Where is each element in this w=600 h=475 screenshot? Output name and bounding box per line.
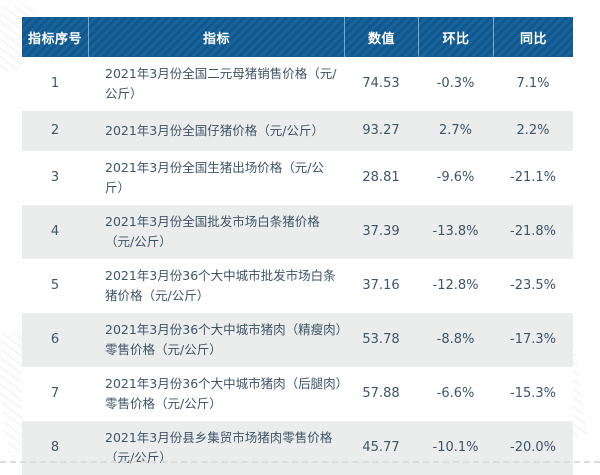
cell-seq: 6 (50, 332, 60, 347)
cell-yoy: -21.1% (510, 170, 556, 185)
cell-mom: 2.7% (438, 123, 473, 138)
cell-yoy: -15.3% (510, 386, 556, 401)
cell-indicator: 2021年3月份36个大中城市猪肉（精瘦肉）零售价格（元/公斤） (105, 322, 342, 357)
cell-seq: 8 (50, 440, 60, 455)
header-cell-value: 数值 (344, 17, 418, 57)
cell-mom: -12.8% (432, 278, 479, 293)
cell-yoy: 7.1% (516, 76, 550, 91)
cell-value: 53.78 (362, 332, 400, 347)
cell-indicator: 2021年3月份36个大中城市猪肉（后腿肉）零售价格（元/公斤） (105, 376, 342, 411)
price-indicator-table: 指标序号 指标 数值 环比 同比 1 2021年3月份全国二元母猪销售价格（元/… (22, 17, 573, 475)
cell-indicator: 2021年3月份全国二元母猪销售价格（元/公斤） (105, 66, 337, 101)
cell-yoy: -21.8% (510, 224, 556, 239)
cell-seq: 1 (50, 76, 60, 91)
header-cell-seq: 指标序号 (27, 31, 82, 47)
indicator-price-table-page: 指标序号 指标 数值 环比 同比 1 2021年3月份全国二元母猪销售价格（元/… (0, 3, 600, 475)
table-row: 8 2021年3月份县乡集贸市场猪肉零售价格（元/公斤） 45.77 -10.1… (22, 421, 573, 475)
table-row: 2 2021年3月份全国仔猪价格（元/公斤） 93.27 2.7% 2.2% (22, 111, 573, 151)
table-row: 3 2021年3月份全国生猪出场价格（元/公斤） 28.81 -9.6% -21… (22, 151, 573, 205)
header-cell-mom: 环比 (418, 17, 493, 57)
cell-value: 37.16 (362, 278, 400, 293)
table-row: 6 2021年3月份36个大中城市猪肉（精瘦肉）零售价格（元/公斤） 53.78… (22, 313, 573, 367)
cell-mom: -8.8% (436, 332, 475, 347)
cell-indicator: 2021年3月份全国仔猪价格（元/公斤） (105, 123, 324, 138)
cell-yoy: -23.5% (510, 278, 556, 293)
cell-value: 37.39 (362, 224, 400, 239)
cell-seq: 5 (50, 278, 60, 293)
table-row: 7 2021年3月份36个大中城市猪肉（后腿肉）零售价格（元/公斤） 57.88… (22, 367, 573, 421)
cell-seq: 7 (50, 386, 60, 401)
cell-mom: -13.8% (432, 224, 479, 239)
bottom-dashed-divider (0, 461, 600, 463)
header-cell-yoy: 同比 (493, 17, 573, 57)
cell-value: 28.81 (362, 170, 400, 185)
cell-value: 93.27 (362, 123, 400, 138)
table-body: 1 2021年3月份全国二元母猪销售价格（元/公斤） 74.53 -0.3% 7… (22, 57, 573, 475)
cell-indicator: 2021年3月份全国批发市场白条猪价格（元/公斤） (105, 214, 320, 249)
cell-value: 57.88 (362, 386, 400, 401)
cell-seq: 2 (50, 123, 60, 138)
cell-mom: -6.6% (436, 386, 475, 401)
table-row: 1 2021年3月份全国二元母猪销售价格（元/公斤） 74.53 -0.3% 7… (22, 57, 573, 111)
cell-yoy: -17.3% (510, 332, 556, 347)
cell-mom: -9.6% (436, 170, 475, 185)
cell-seq: 3 (50, 170, 60, 185)
cell-yoy: -20.0% (510, 440, 556, 455)
cell-indicator: 2021年3月份县乡集贸市场猪肉零售价格（元/公斤） (105, 430, 333, 465)
table-row: 4 2021年3月份全国批发市场白条猪价格（元/公斤） 37.39 -13.8%… (22, 205, 573, 259)
cell-mom: -10.1% (432, 440, 479, 455)
header-cell-indicator: 指标 (88, 17, 344, 57)
cell-value: 74.53 (362, 76, 400, 91)
cell-indicator: 2021年3月份全国生猪出场价格（元/公斤） (105, 160, 324, 195)
cell-seq: 4 (50, 224, 60, 239)
cell-yoy: 2.2% (516, 123, 550, 138)
cell-mom: -0.3% (436, 76, 475, 91)
cell-value: 45.77 (362, 440, 400, 455)
table-row: 5 2021年3月份36个大中城市批发市场白条猪价格（元/公斤） 37.16 -… (22, 259, 573, 313)
cell-indicator: 2021年3月份36个大中城市批发市场白条猪价格（元/公斤） (105, 268, 336, 303)
table-header: 指标序号 指标 数值 环比 同比 (22, 17, 573, 57)
